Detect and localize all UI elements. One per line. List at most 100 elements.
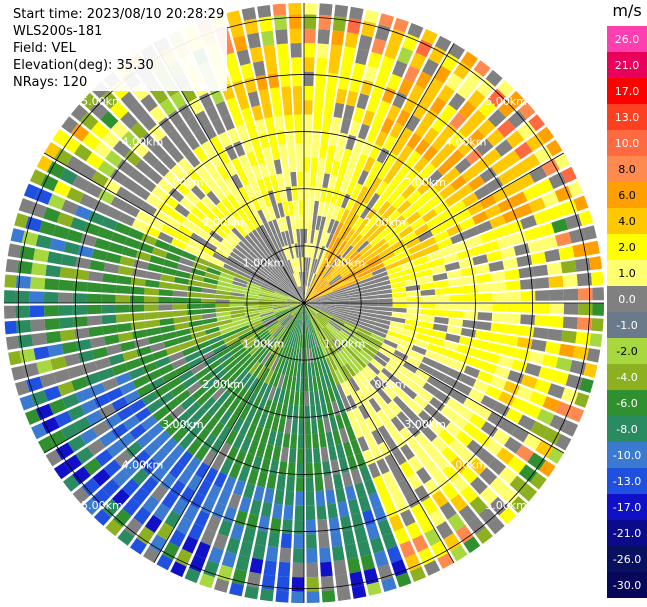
velocity-gate <box>306 304 320 311</box>
velocity-gate <box>110 120 129 139</box>
velocity-gate <box>357 327 372 337</box>
velocity-gate <box>273 372 281 388</box>
velocity-gate <box>158 296 173 303</box>
velocity-gate <box>304 286 309 301</box>
velocity-gate <box>434 390 451 405</box>
velocity-gate <box>180 395 196 411</box>
velocity-gate <box>39 220 56 236</box>
velocity-gate <box>399 540 416 559</box>
velocity-gate <box>169 404 186 420</box>
velocity-gate <box>430 369 447 382</box>
velocity-gate <box>406 296 422 302</box>
velocity-gate <box>321 303 336 306</box>
velocity-gate <box>238 496 252 513</box>
velocity-gate <box>249 46 264 63</box>
velocity-gate <box>262 282 276 291</box>
velocity-gate <box>385 437 399 454</box>
velocity-gate <box>448 438 466 456</box>
velocity-gate <box>292 273 299 287</box>
velocity-gate <box>373 355 388 367</box>
velocity-gate <box>300 243 304 258</box>
velocity-gate <box>311 243 316 259</box>
velocity-gate <box>392 395 407 411</box>
velocity-gate <box>218 351 233 364</box>
velocity-gate <box>120 91 139 110</box>
velocity-gate <box>248 251 262 263</box>
velocity-gate <box>11 365 26 381</box>
velocity-gate <box>341 471 353 488</box>
velocity-gate <box>331 280 345 289</box>
velocity-gate <box>405 421 421 438</box>
velocity-gate <box>301 305 304 321</box>
velocity-gate <box>477 312 493 321</box>
velocity-gate <box>362 287 378 294</box>
velocity-gate <box>518 102 536 120</box>
velocity-gate <box>165 420 181 437</box>
velocity-gate <box>247 469 259 486</box>
velocity-gate <box>136 432 154 449</box>
velocity-gate <box>395 220 410 234</box>
velocity-gate <box>306 296 321 303</box>
velocity-gate <box>532 327 549 340</box>
velocity-gate <box>237 170 250 186</box>
velocity-gate <box>334 369 345 384</box>
velocity-gate <box>236 49 251 66</box>
velocity-gate <box>123 203 140 218</box>
velocity-gate <box>549 303 565 315</box>
velocity-gate <box>311 143 320 158</box>
velocity-gate <box>331 370 340 386</box>
velocity-gate <box>362 312 378 318</box>
velocity-gate <box>177 263 193 273</box>
velocity-gate <box>245 121 258 138</box>
velocity-gate <box>510 496 527 514</box>
velocity-gate <box>430 223 446 236</box>
velocity-gate <box>198 92 214 110</box>
velocity-gate <box>541 191 560 208</box>
velocity-gate <box>136 383 154 398</box>
velocity-gate <box>240 436 252 453</box>
velocity-gate <box>226 193 240 209</box>
velocity-gate <box>244 300 259 303</box>
velocity-gate <box>53 462 71 480</box>
velocity-gate <box>306 300 321 303</box>
velocity-gate <box>273 306 288 312</box>
velocity-gate <box>335 207 345 222</box>
velocity-gate <box>111 363 128 376</box>
velocity-gate <box>19 245 36 261</box>
velocity-gate <box>172 304 187 310</box>
velocity-gate <box>450 200 467 215</box>
velocity-gate <box>387 400 402 416</box>
velocity-gate <box>116 275 132 285</box>
velocity-gate <box>259 588 274 602</box>
colorbar-swatch <box>607 26 647 52</box>
velocity-gate <box>334 146 344 162</box>
velocity-gate <box>378 425 392 441</box>
velocity-gate <box>171 427 188 444</box>
velocity-gate <box>117 406 134 422</box>
velocity-gate <box>241 137 254 154</box>
velocity-gate <box>101 304 116 314</box>
velocity-gate <box>460 266 476 277</box>
velocity-gate <box>281 231 288 246</box>
velocity-gate <box>426 250 443 262</box>
velocity-gate <box>255 226 267 241</box>
velocity-gate <box>573 195 589 212</box>
velocity-gate <box>574 392 590 408</box>
velocity-gate <box>340 515 353 532</box>
velocity-gate <box>551 218 569 234</box>
velocity-gate <box>325 233 334 248</box>
velocity-gate <box>398 144 414 161</box>
velocity-gate <box>185 116 201 133</box>
velocity-gate <box>87 315 103 326</box>
velocity-gate <box>265 276 279 286</box>
velocity-gate <box>240 333 254 344</box>
velocity-gate <box>300 271 303 286</box>
velocity-gate <box>244 183 256 199</box>
velocity-gate <box>445 192 462 207</box>
velocity-gate <box>229 582 244 597</box>
velocity-gate <box>305 305 311 319</box>
velocity-gate <box>345 425 357 442</box>
velocity-gate <box>276 576 290 592</box>
velocity-gate <box>281 86 292 102</box>
velocity-gate <box>249 499 262 516</box>
